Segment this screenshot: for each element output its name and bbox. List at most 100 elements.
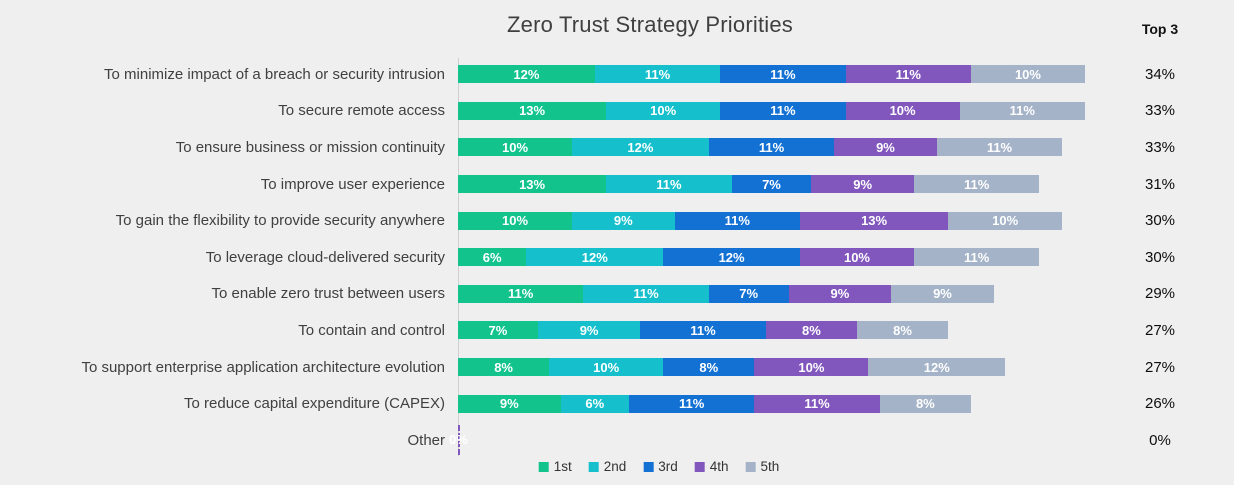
bar-segment-2nd: 11% xyxy=(583,284,709,303)
bar-segment-1st: 13% xyxy=(458,175,607,194)
bar-segment-4th: 13% xyxy=(799,211,949,230)
top3-total: 0% xyxy=(1149,431,1171,449)
legend-label: 3rd xyxy=(658,459,678,474)
bar-segment-3rd: 11% xyxy=(640,321,766,340)
bar-segment-3rd: 12% xyxy=(663,248,800,267)
stacked-bar: 11% 11% 7% 9% 9% xyxy=(458,284,1086,303)
legend-label: 1st xyxy=(553,459,572,474)
bar-segment-4th: 11% xyxy=(845,65,971,84)
bar-segment-5th: 11% xyxy=(959,101,1085,120)
bar-segment-2nd: 12% xyxy=(526,248,664,267)
chart-rows: To minimize impact of a breach or securi… xyxy=(0,56,1234,459)
legend-swatch-icon xyxy=(538,461,549,472)
top3-total: 27% xyxy=(1144,321,1176,339)
bar-segment-4th: 9% xyxy=(788,284,892,303)
bar-segment-4th: 10% xyxy=(799,248,914,267)
zero-bar-label: 0% xyxy=(449,432,468,448)
top3-total: 30% xyxy=(1144,212,1176,230)
bar-segment-5th: 11% xyxy=(913,248,1040,267)
chart-row: Other 0% 0% xyxy=(0,422,1234,459)
bar-segment-1st: 8% xyxy=(458,358,550,377)
legend-item-2nd: 2nd xyxy=(588,459,627,474)
chart-row: To support enterprise application archit… xyxy=(0,349,1234,386)
bar-segment-5th: 10% xyxy=(948,211,1063,230)
chart-row: To enable zero trust between users 11% 11%… xyxy=(0,276,1234,313)
category-label: To gain the flexibility to provide secur… xyxy=(115,212,445,230)
bar-segment-2nd: 9% xyxy=(537,321,641,340)
bar-segment-1st: 10% xyxy=(458,138,572,157)
category-label: To ensure business or mission continuity xyxy=(175,138,445,156)
bar-segment-5th: 12% xyxy=(868,358,1006,377)
top3-total: 31% xyxy=(1144,175,1176,193)
stacked-bar: 13% 11% 7% 9% 11% xyxy=(458,175,1086,194)
bar-segment-3rd: 11% xyxy=(674,211,800,230)
bar-segment-3rd: 11% xyxy=(708,138,835,157)
stacked-bar: 13% 10% 11% 10% 11% xyxy=(458,101,1086,120)
bar-segment-3rd: 11% xyxy=(720,65,846,84)
legend-swatch-icon xyxy=(694,461,705,472)
category-label: To reduce capital expenditure (CAPEX) xyxy=(184,395,445,413)
bar-segment-1st: 12% xyxy=(458,65,595,84)
bar-segment-4th: 10% xyxy=(754,358,869,377)
stacked-bar: 0% xyxy=(449,425,1086,456)
stacked-bar: 9% 6% 11% 11% 8% xyxy=(458,394,1086,413)
bar-segment-5th: 8% xyxy=(879,394,971,413)
legend-swatch-icon xyxy=(745,461,756,472)
chart-row: To secure remote access 13% 10% 11% 10% 11% 33… xyxy=(0,93,1234,130)
top3-total: 33% xyxy=(1144,138,1176,156)
legend-item-3rd: 3rd xyxy=(643,459,678,474)
bar-segment-5th: 11% xyxy=(936,138,1063,157)
legend-label: 2nd xyxy=(603,459,627,474)
bar-segment-1st: 10% xyxy=(458,211,572,230)
bar-segment-2nd: 11% xyxy=(594,65,721,84)
legend-swatch-icon xyxy=(643,461,654,472)
stacked-bar: 10% 12% 11% 9% 11% xyxy=(458,138,1086,157)
bar-segment-5th: 8% xyxy=(856,321,949,340)
legend-item-1st: 1st xyxy=(538,459,572,474)
top3-total: 30% xyxy=(1144,248,1176,266)
bar-segment-5th: 10% xyxy=(970,65,1085,84)
zero-bar-marker xyxy=(458,425,460,456)
top3-total: 29% xyxy=(1144,285,1176,303)
bar-segment-3rd: 8% xyxy=(663,358,755,377)
legend-label: 4th xyxy=(709,459,729,474)
bar-segment-3rd: 7% xyxy=(731,175,812,194)
stacked-bar: 7% 9% 11% 8% 8% xyxy=(458,321,1086,340)
bar-segment-2nd: 6% xyxy=(560,394,629,413)
legend-label: 5th xyxy=(760,459,780,474)
category-label: Other xyxy=(407,431,445,449)
chart-row: To gain the flexibility to provide secur… xyxy=(0,202,1234,239)
top3-total: 33% xyxy=(1144,102,1176,120)
bar-segment-2nd: 9% xyxy=(572,211,675,230)
category-label: To improve user experience xyxy=(260,175,445,193)
bar-segment-3rd: 11% xyxy=(628,394,755,413)
bar-segment-3rd: 11% xyxy=(720,101,846,120)
bar-segment-4th: 9% xyxy=(834,138,937,157)
category-label: To secure remote access xyxy=(278,102,445,120)
bar-segment-2nd: 11% xyxy=(606,175,732,194)
bar-segment-1st: 11% xyxy=(458,284,584,303)
bar-segment-2nd: 10% xyxy=(549,358,664,377)
category-label: To contain and control xyxy=(298,321,445,339)
category-label: To support enterprise application archit… xyxy=(81,358,445,376)
stacked-bar: 6% 12% 12% 10% 11% xyxy=(458,248,1086,267)
chart-legend: 1st 2nd 3rd 4th 5th xyxy=(538,459,780,474)
bar-segment-4th: 10% xyxy=(845,101,960,120)
stacked-bar: 10% 9% 11% 13% 10% xyxy=(458,211,1086,230)
chart-row: To leverage cloud-delivered security 6% 12… xyxy=(0,239,1234,276)
bar-segment-2nd: 10% xyxy=(606,101,721,120)
chart-row: To minimize impact of a breach or securi… xyxy=(0,56,1234,93)
top3-column-header: Top 3 xyxy=(1141,21,1179,37)
chart-row: To contain and control 7% 9% 11% 8% 8% 27% xyxy=(0,312,1234,349)
legend-swatch-icon xyxy=(588,461,599,472)
chart-row: To ensure business or mission continuity… xyxy=(0,129,1234,166)
stacked-bar: 8% 10% 8% 10% 12% xyxy=(458,358,1086,377)
bar-segment-1st: 6% xyxy=(458,248,527,267)
bar-segment-4th: 9% xyxy=(811,175,914,194)
bar-segment-5th: 9% xyxy=(891,284,994,303)
bar-segment-1st: 7% xyxy=(458,321,538,340)
legend-item-4th: 4th xyxy=(694,459,729,474)
bar-segment-3rd: 7% xyxy=(708,284,789,303)
chart-title: Zero Trust Strategy Priorities xyxy=(507,12,793,37)
category-label: To leverage cloud-delivered security xyxy=(205,248,445,266)
